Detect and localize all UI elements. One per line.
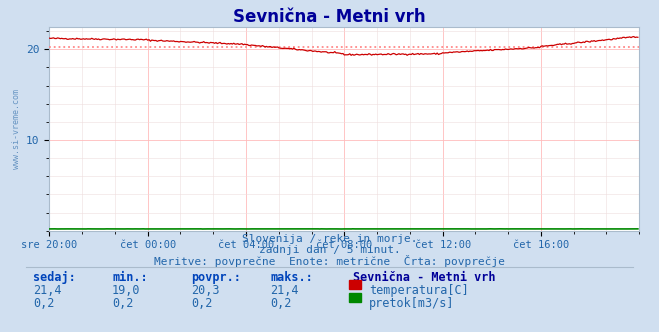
Text: zadnji dan / 5 minut.: zadnji dan / 5 minut. (258, 245, 401, 255)
Text: www.si-vreme.com: www.si-vreme.com (13, 89, 22, 169)
Text: Slovenija / reke in morje.: Slovenija / reke in morje. (242, 234, 417, 244)
Text: maks.:: maks.: (270, 271, 313, 284)
Text: sedaj:: sedaj: (33, 271, 76, 284)
Text: 19,0: 19,0 (112, 284, 140, 297)
Text: povpr.:: povpr.: (191, 271, 241, 284)
Text: Sevnična - Metni vrh: Sevnična - Metni vrh (353, 271, 495, 284)
Text: 0,2: 0,2 (191, 297, 212, 310)
Text: 0,2: 0,2 (270, 297, 291, 310)
Text: 0,2: 0,2 (33, 297, 54, 310)
Text: 0,2: 0,2 (112, 297, 133, 310)
Text: 20,3: 20,3 (191, 284, 219, 297)
Text: Sevnična - Metni vrh: Sevnična - Metni vrh (233, 8, 426, 26)
Text: temperatura[C]: temperatura[C] (369, 284, 469, 297)
Text: pretok[m3/s]: pretok[m3/s] (369, 297, 455, 310)
Text: 21,4: 21,4 (33, 284, 61, 297)
Text: 21,4: 21,4 (270, 284, 299, 297)
Text: min.:: min.: (112, 271, 148, 284)
Text: Meritve: povprečne  Enote: metrične  Črta: povprečje: Meritve: povprečne Enote: metrične Črta:… (154, 255, 505, 267)
